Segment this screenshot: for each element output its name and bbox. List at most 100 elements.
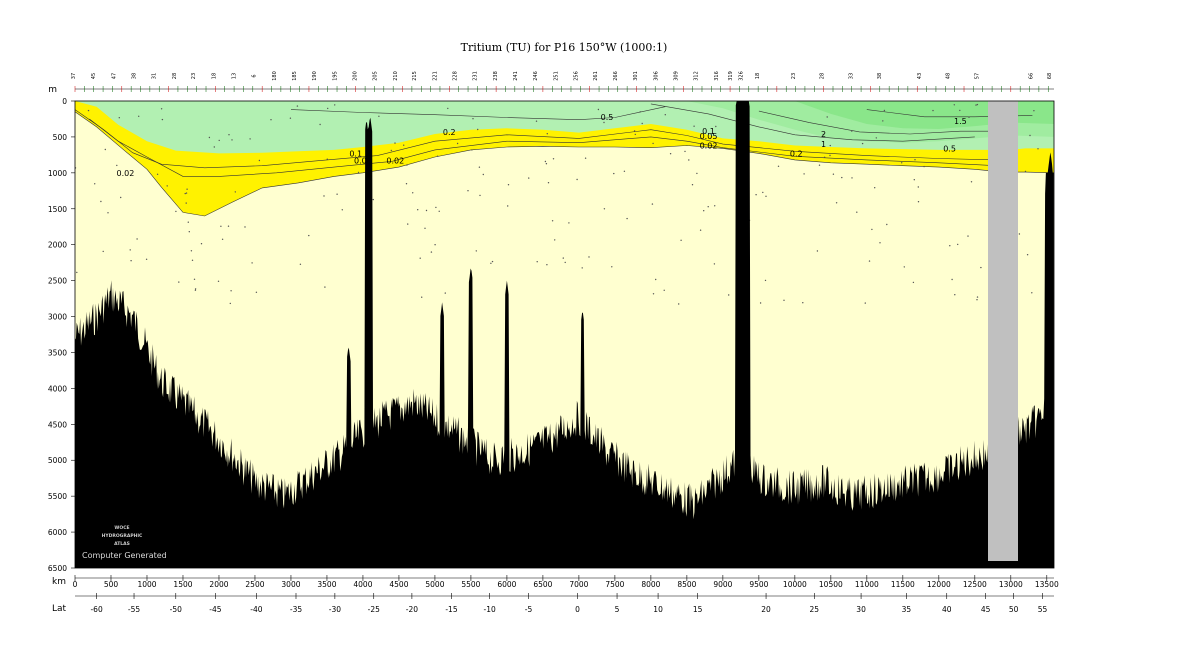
station-number: 18 [755,73,761,79]
sample-point [299,263,302,265]
sample-point [903,266,905,268]
sample-point [864,302,866,304]
km-tick-label: 4000 [353,580,372,589]
sample-point [94,183,96,185]
sample-point [249,138,251,140]
contour-line-0.02 [75,111,1054,217]
lat-tick-label: 5 [615,605,620,614]
sample-point [584,157,587,159]
sample-point [623,170,626,172]
station-number: 301 [633,71,639,81]
sample-point [684,150,686,153]
depth-tick-label: 4500 [48,420,67,429]
sample-point [641,122,643,125]
sample-point [949,245,951,247]
km-tick-label: 3000 [281,580,300,589]
sample-point [713,263,716,265]
sample-point [403,144,405,146]
station-number: 43 [917,73,923,79]
sample-point [976,296,979,298]
sample-point [634,133,636,136]
contour-label: 0.05 [354,157,372,166]
km-tick-label: 1500 [173,580,192,589]
sample-point [102,250,104,253]
depth-tick-label: 5500 [48,492,67,501]
sample-point [536,261,538,263]
sample-point [535,120,538,122]
sample-point [116,164,118,167]
sample-point [161,118,164,121]
sample-point [477,128,479,131]
contour-lines [75,103,1054,217]
km-tick-label: 8000 [641,580,660,589]
sample-point [405,183,408,185]
sample-point [336,193,338,195]
contour-label: 0.05 [700,132,718,141]
sample-point [886,223,888,226]
woce-atlas-logo: WOCE HYDROGRAPHIC ATLAS [102,525,143,547]
depth-tick-label: 1000 [48,169,67,178]
sample-point [688,159,690,161]
station-number: 319 [728,71,734,81]
km-tick-label: 8500 [677,580,696,589]
station-number: 306 [653,71,659,81]
km-tick-label: 12000 [927,580,951,589]
sample-point [611,266,613,268]
sample-point [546,133,548,135]
sample-point [120,196,122,199]
sample-point [258,159,261,162]
sample-point [424,227,426,229]
sample-point [818,164,821,166]
sample-point [841,176,843,179]
sample-point [613,172,615,175]
sample-point [588,256,590,258]
sample-point [803,173,805,175]
sample-point [954,294,956,296]
km-tick-label: 4500 [389,580,408,589]
sample-point [554,239,556,241]
sample-point [1024,170,1027,173]
sample-point [213,146,215,148]
sample-point [913,179,915,181]
sample-point [326,158,328,160]
sample-point [419,257,421,259]
sample-point [296,105,299,107]
sample-point [407,223,409,225]
sample-point [482,173,484,176]
km-tick-label: 1000 [137,580,156,589]
sample-point [777,165,780,167]
sample-point [221,238,224,240]
sample-point [444,292,446,294]
sample-point [479,194,481,197]
depth-tick-label: 2000 [48,241,67,250]
sample-point [832,173,835,175]
sample-point [678,303,680,305]
contour-label: 2 [821,130,826,139]
contour-label: 0.2 [443,128,456,137]
contour-label: 0.02 [116,169,134,178]
sample-point [255,291,258,293]
sample-point [218,139,220,142]
sample-point [478,166,481,168]
sample-point [544,160,547,163]
sample-point [87,109,90,112]
sample-point [879,242,881,244]
sample-point [190,250,193,252]
sample-point [357,171,360,174]
sample-point [319,123,321,126]
sample-point [883,109,886,112]
sample-point [100,200,102,203]
km-tick-label: 2500 [245,580,264,589]
station-number: 33 [848,73,854,79]
depth-tick-label: 3500 [48,348,67,357]
contour-label: 0.2 [790,149,803,158]
sample-point [228,134,230,136]
station-number: 13 [232,73,238,79]
sample-point [528,177,530,179]
sample-point [136,238,138,240]
sample-point [185,192,188,194]
station-number: 66 [1028,73,1034,79]
station-number: 28 [172,73,178,79]
sample-point [467,190,469,192]
lat-tick-label: 20 [761,605,771,614]
